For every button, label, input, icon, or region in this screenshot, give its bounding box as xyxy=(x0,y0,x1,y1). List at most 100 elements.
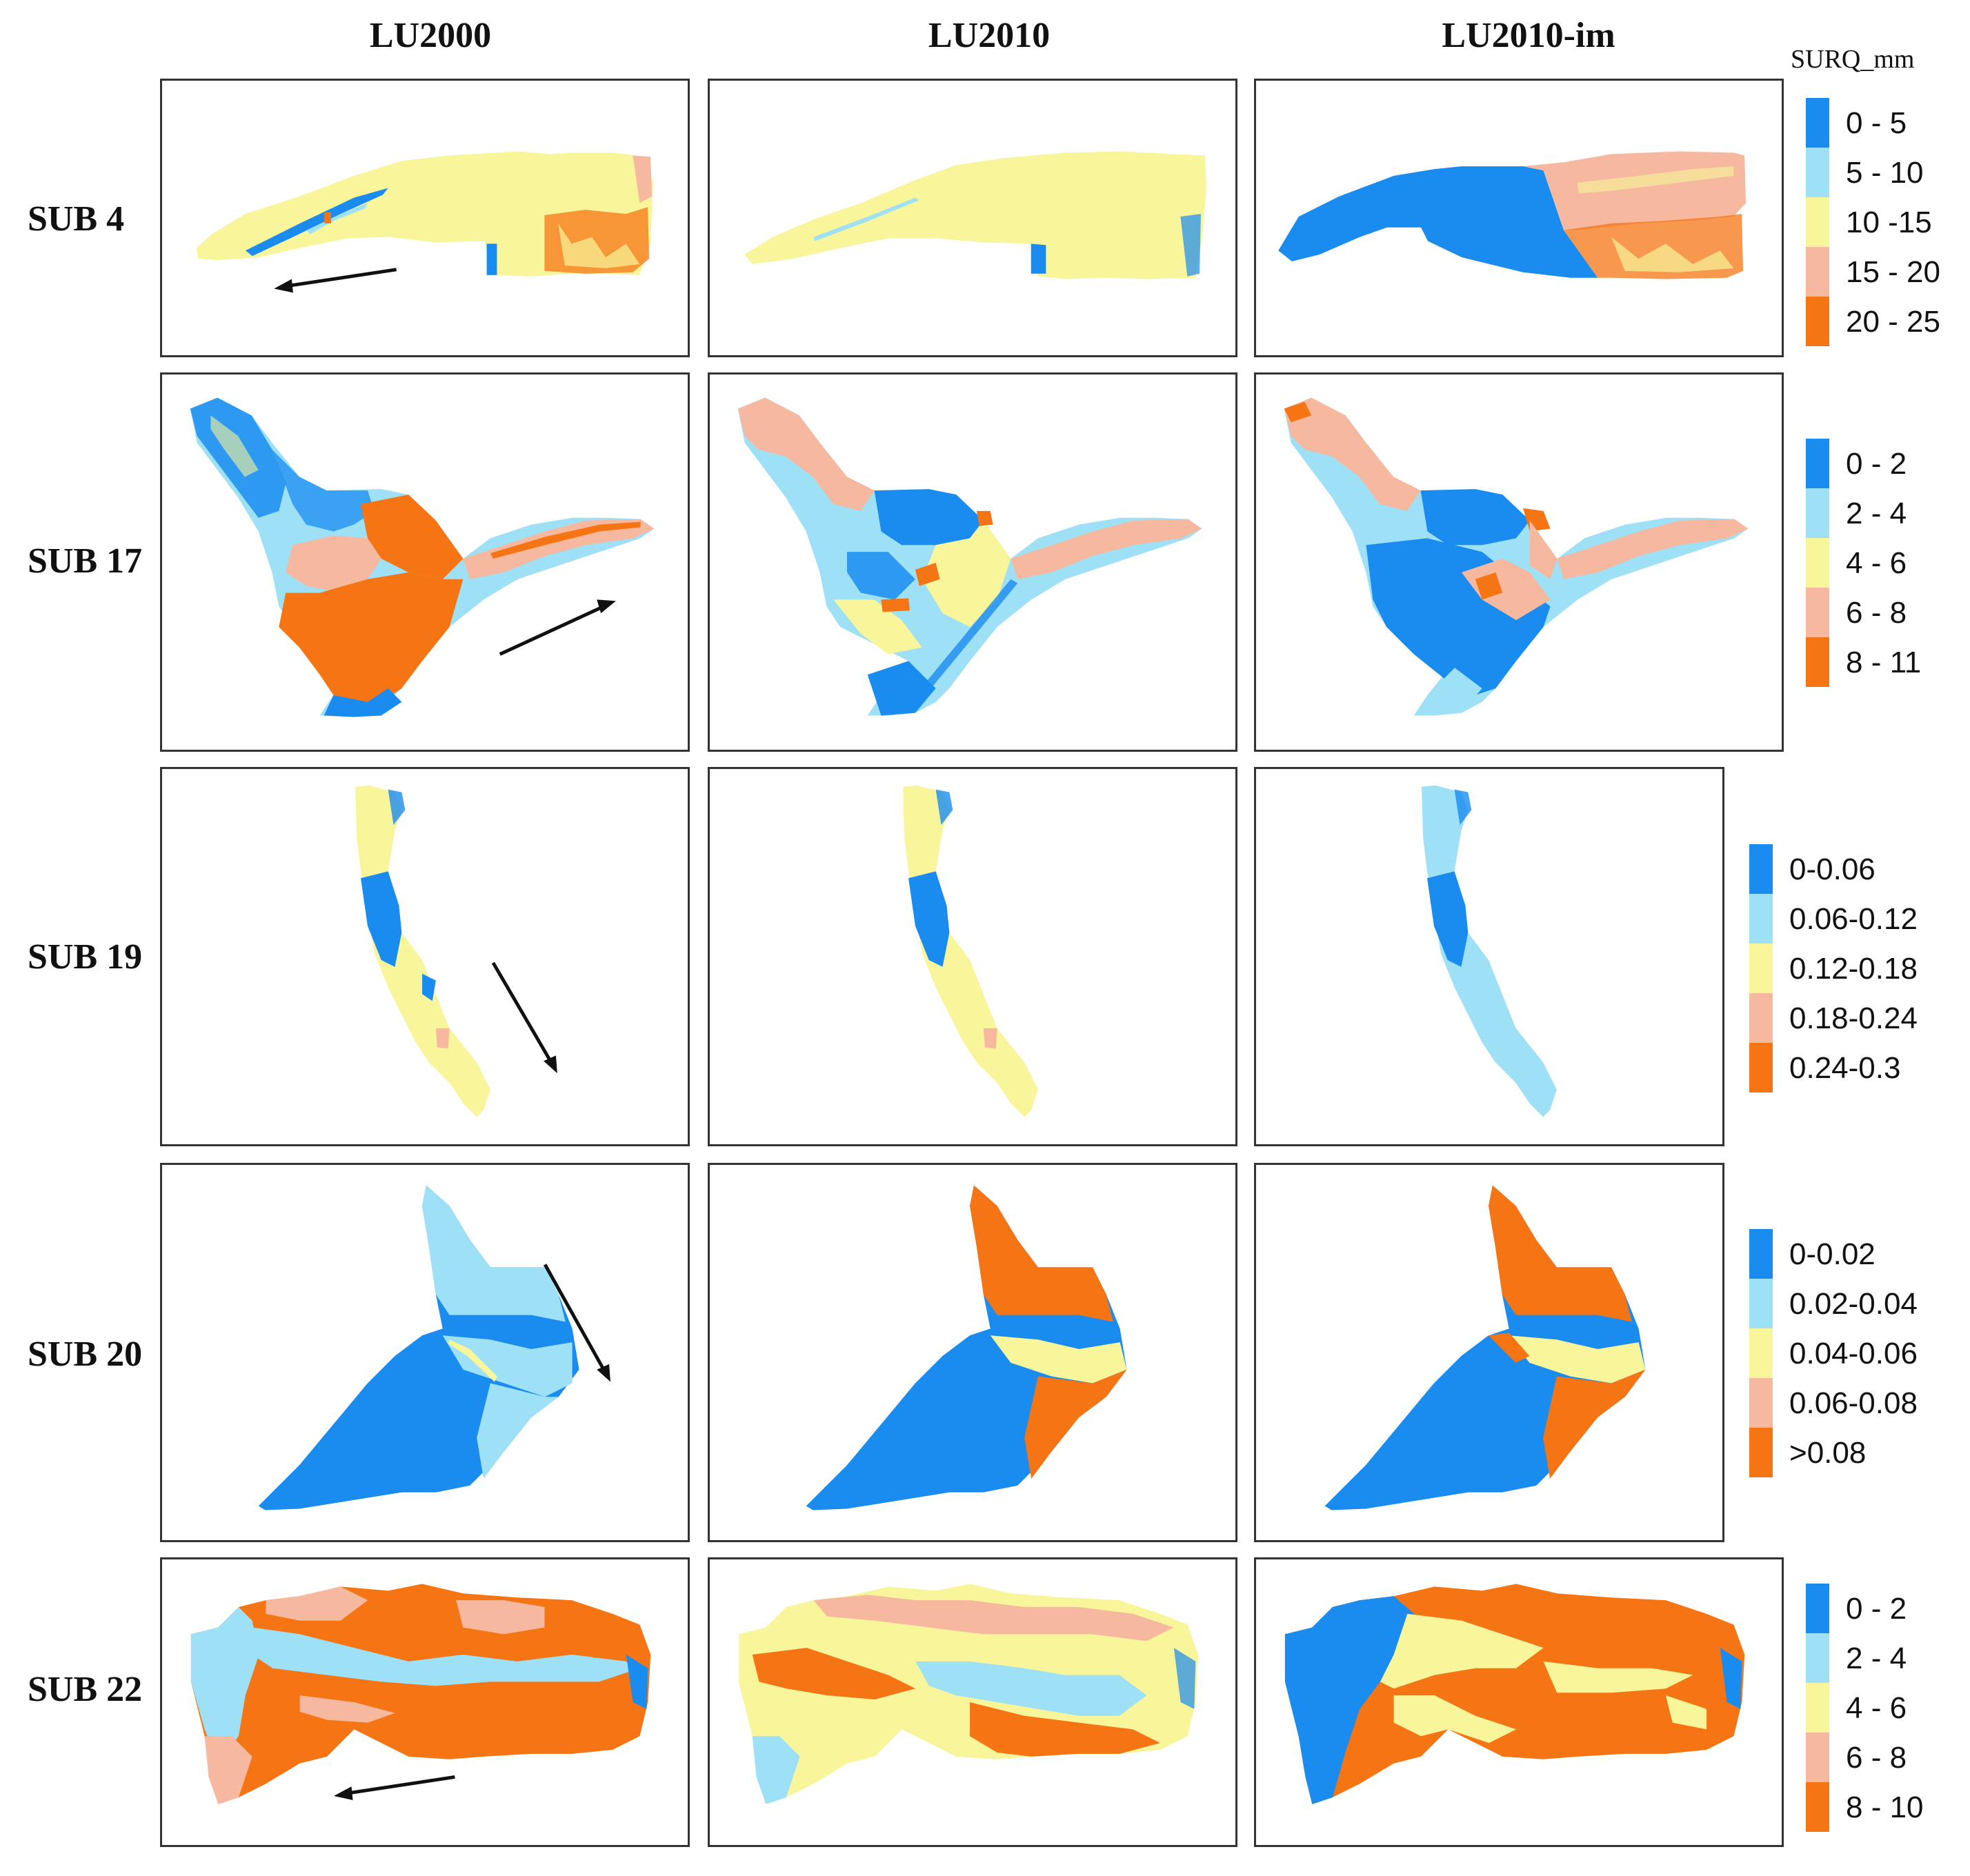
map-sub22-lu2010-im-svg xyxy=(1284,1584,1745,1804)
column-title-lu2010: LU2010 xyxy=(928,16,1051,55)
row-label-sub20: SUB 20 xyxy=(28,1335,143,1374)
map-sub17-lu2000-svg xyxy=(190,397,655,717)
legend-label: 4 - 6 xyxy=(1846,546,1907,580)
flow-arrow xyxy=(499,605,605,656)
column-title-lu2000: LU2000 xyxy=(369,16,492,55)
legend-entry: 15 - 20 xyxy=(1806,247,1970,297)
legend-entry: 0.06-0.08 xyxy=(1749,1378,1956,1428)
row-label-sub4: SUB 4 xyxy=(28,199,125,239)
map-sub19-lu2000 xyxy=(160,767,690,1146)
legend-swatch xyxy=(1749,1328,1773,1378)
legend-swatch xyxy=(1806,1733,1829,1782)
legend-title: SURQ_mm xyxy=(1791,45,1915,74)
legend-entry: 6 - 8 xyxy=(1806,588,1970,637)
legend-entry: 5 - 10 xyxy=(1806,148,1970,197)
legend-swatch xyxy=(1749,1229,1773,1279)
legend-swatch xyxy=(1749,1043,1773,1092)
map-sub17-lu2010-im-svg xyxy=(1284,397,1749,716)
legend-swatch xyxy=(1806,148,1829,197)
legend-entry: 0 - 2 xyxy=(1806,1584,1970,1633)
map-sub17-lu2010-im xyxy=(1254,372,1784,752)
legend-entry: 10 -15 xyxy=(1806,197,1970,247)
legend-entry: 0.04-0.06 xyxy=(1749,1328,1956,1378)
legend-entry: 0.12-0.18 xyxy=(1749,944,1956,993)
legend-label: 2 - 4 xyxy=(1846,497,1907,530)
flow-arrow xyxy=(543,1264,606,1370)
map-sub17-lu2010 xyxy=(708,372,1237,752)
legend-label: 15 - 20 xyxy=(1846,255,1940,289)
legend-label: 20 - 25 xyxy=(1846,305,1940,339)
map-sub4-lu2010-im xyxy=(1254,79,1784,357)
legend-label: 8 - 11 xyxy=(1846,646,1922,679)
map-sub22-lu2010-svg xyxy=(738,1584,1199,1804)
legend-entry: 8 - 11 xyxy=(1806,637,1970,687)
legend-entry: 0-0.02 xyxy=(1749,1229,1956,1279)
map-sub4-lu2010 xyxy=(708,79,1237,357)
legend-entry: 2 - 4 xyxy=(1806,1633,1970,1683)
legend-swatch xyxy=(1806,197,1829,247)
map-sub17-lu2000 xyxy=(160,372,690,752)
legend-entry: 0.24-0.3 xyxy=(1749,1043,1956,1092)
legend-label: 4 - 6 xyxy=(1846,1691,1907,1725)
legend-swatch xyxy=(1806,1683,1829,1733)
legend-swatch xyxy=(1806,247,1829,297)
flow-arrow-head xyxy=(597,599,616,614)
legend-swatch xyxy=(1749,894,1773,944)
legend-label: 8 - 10 xyxy=(1846,1790,1924,1824)
row-label-sub17: SUB 17 xyxy=(28,541,143,581)
row-label-sub22: SUB 22 xyxy=(28,1670,143,1709)
legend-entry: 6 - 8 xyxy=(1806,1733,1970,1782)
map-sub20-lu2010-im xyxy=(1254,1163,1724,1542)
legend-label: 6 - 8 xyxy=(1846,596,1907,630)
legend-swatch xyxy=(1806,1782,1829,1832)
map-sub20-lu2010 xyxy=(708,1163,1237,1542)
flow-arrow-head xyxy=(333,1786,353,1800)
legend-label: 0.06-0.12 xyxy=(1789,902,1918,936)
legend-swatch xyxy=(1806,637,1829,687)
legend-label: 6 - 8 xyxy=(1846,1741,1907,1775)
legend-swatch xyxy=(1749,1428,1773,1477)
flow-arrow-head xyxy=(274,279,293,293)
legend-label: >0.08 xyxy=(1789,1436,1867,1470)
legend-swatch xyxy=(1806,1584,1829,1633)
flow-arrow xyxy=(287,268,397,288)
legend-label: 10 -15 xyxy=(1846,206,1932,239)
legend-entry: 0 - 2 xyxy=(1806,439,1970,488)
map-sub20-lu2000 xyxy=(160,1163,690,1542)
map-sub19-lu2010 xyxy=(708,767,1237,1146)
flow-arrow xyxy=(491,961,553,1062)
map-sub19-lu2000-svg xyxy=(355,785,557,1117)
legend-swatch xyxy=(1806,297,1829,346)
legend-entry: 0 - 5 xyxy=(1806,98,1970,148)
legend-entry: >0.08 xyxy=(1749,1428,1956,1477)
legend-entry: 0-0.06 xyxy=(1749,844,1956,894)
legend-swatch xyxy=(1806,538,1829,588)
map-sub19-lu2010-svg xyxy=(903,785,1038,1117)
legend-label: 0.18-0.24 xyxy=(1789,1001,1918,1035)
map-sub20-lu2010-svg xyxy=(806,1185,1127,1510)
flow-arrow xyxy=(347,1775,455,1795)
map-sub22-lu2000 xyxy=(160,1557,690,1847)
legend-entry: 0.06-0.12 xyxy=(1749,894,1956,944)
legend-swatch xyxy=(1749,1378,1773,1428)
legend-swatch xyxy=(1806,98,1829,148)
legend-swatch xyxy=(1749,944,1773,993)
legend-label: 0-0.02 xyxy=(1789,1237,1876,1271)
map-sub22-lu2000-svg xyxy=(190,1584,651,1804)
legend-swatch xyxy=(1806,1633,1829,1683)
legend-label: 5 - 10 xyxy=(1846,156,1924,190)
legend-label: 0.06-0.08 xyxy=(1789,1386,1918,1420)
legend-swatch xyxy=(1749,1279,1773,1328)
legend-label: 0.12-0.18 xyxy=(1789,952,1918,986)
map-sub4-lu2000-svg xyxy=(196,151,654,293)
map-sub22-lu2010-im xyxy=(1254,1557,1784,1847)
column-title-lu2010-im: LU2010-im xyxy=(1442,16,1615,55)
legend-entry: 8 - 10 xyxy=(1806,1782,1970,1832)
map-sub4-lu2010-svg xyxy=(744,151,1206,279)
legend-label: 0-0.06 xyxy=(1789,852,1876,886)
map-sub17-lu2010-svg xyxy=(737,397,1202,716)
legend-label: 0 - 5 xyxy=(1846,106,1907,140)
flow-arrow-head xyxy=(597,1364,611,1382)
legend-swatch xyxy=(1806,488,1829,538)
legend-entry: 20 - 25 xyxy=(1806,297,1970,346)
